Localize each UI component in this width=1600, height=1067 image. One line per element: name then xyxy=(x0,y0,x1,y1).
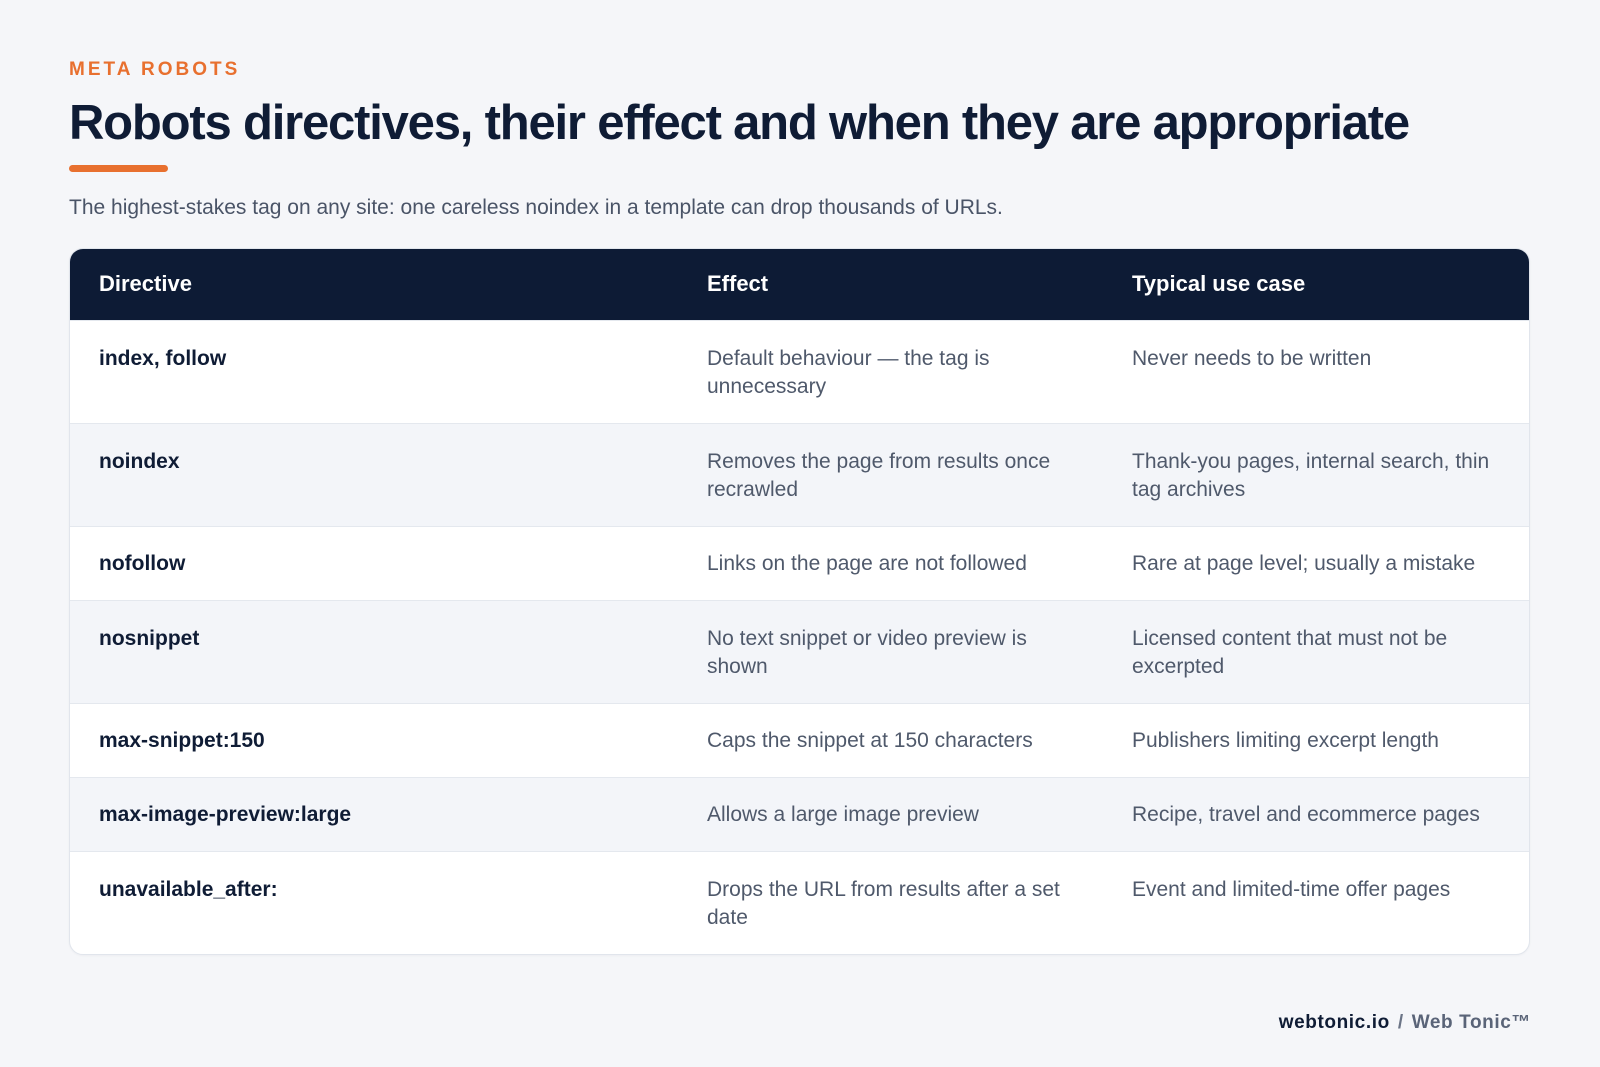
use-case-cell: Publishers limiting excerpt length xyxy=(1103,702,1529,777)
effect-cell: Removes the page from results once recra… xyxy=(678,422,1103,526)
title-accent-bar xyxy=(69,165,168,172)
footer-brand: Web Tonic™ xyxy=(1411,1012,1531,1033)
effect-cell: Drops the URL from results after a set d… xyxy=(678,850,1103,954)
use-case-cell: Event and limited-time offer pages xyxy=(1103,850,1529,954)
footer-separator: / xyxy=(1397,1012,1404,1033)
page-subtitle: The highest-stakes tag on any site: one … xyxy=(69,196,1003,219)
use-case-cell: Rare at page level; usually a mistake xyxy=(1103,525,1529,600)
table-row: max-image-preview:large Allows a large i… xyxy=(70,776,1529,851)
directive-cell: max-snippet:150 xyxy=(70,702,678,777)
directive-cell: unavailable_after: xyxy=(70,850,678,954)
table-row: noindex Removes the page from results on… xyxy=(70,422,1529,526)
use-case-cell: Thank-you pages, internal search, thin t… xyxy=(1103,422,1529,526)
directive-cell: nosnippet xyxy=(70,599,678,703)
directive-cell: max-image-preview:large xyxy=(70,776,678,851)
effect-cell: Default behaviour — the tag is unnecessa… xyxy=(678,319,1103,423)
effect-cell: Allows a large image preview xyxy=(678,776,1103,851)
directives-table-card: Directive Effect Typical use case index,… xyxy=(69,248,1530,955)
footer-domain: webtonic.io xyxy=(1278,1012,1390,1033)
table-row: max-snippet:150 Caps the snippet at 150 … xyxy=(70,702,1529,777)
use-case-cell: Licensed content that must not be excerp… xyxy=(1103,599,1529,703)
table-header-row: Directive Effect Typical use case xyxy=(70,249,1529,320)
effect-cell: Caps the snippet at 150 characters xyxy=(678,702,1103,777)
table-row: nofollow Links on the page are not follo… xyxy=(70,525,1529,600)
column-header-use-case: Typical use case xyxy=(1132,271,1306,297)
table-row: unavailable_after: Drops the URL from re… xyxy=(70,850,1529,954)
column-header-effect: Effect xyxy=(707,271,769,297)
page-title: Robots directives, their effect and when… xyxy=(69,96,1410,150)
directive-cell: nofollow xyxy=(70,525,678,600)
table-row: index, follow Default behaviour — the ta… xyxy=(70,319,1529,423)
directive-cell: index, follow xyxy=(70,319,678,423)
use-case-cell: Never needs to be written xyxy=(1103,319,1529,423)
eyebrow-label: META ROBOTS xyxy=(69,59,241,80)
effect-cell: No text snippet or video preview is show… xyxy=(678,599,1103,703)
page-content: META ROBOTS Robots directives, their eff… xyxy=(69,58,1530,955)
effect-cell: Links on the page are not followed xyxy=(678,525,1103,600)
footer-credit: webtonic.io / Web Tonic™ xyxy=(1279,1011,1531,1035)
column-header-directive: Directive xyxy=(99,271,192,297)
table-row: nosnippet No text snippet or video previ… xyxy=(70,599,1529,703)
directive-cell: noindex xyxy=(70,422,678,526)
directives-table: Directive Effect Typical use case index,… xyxy=(70,249,1529,954)
use-case-cell: Recipe, travel and ecommerce pages xyxy=(1103,776,1529,851)
